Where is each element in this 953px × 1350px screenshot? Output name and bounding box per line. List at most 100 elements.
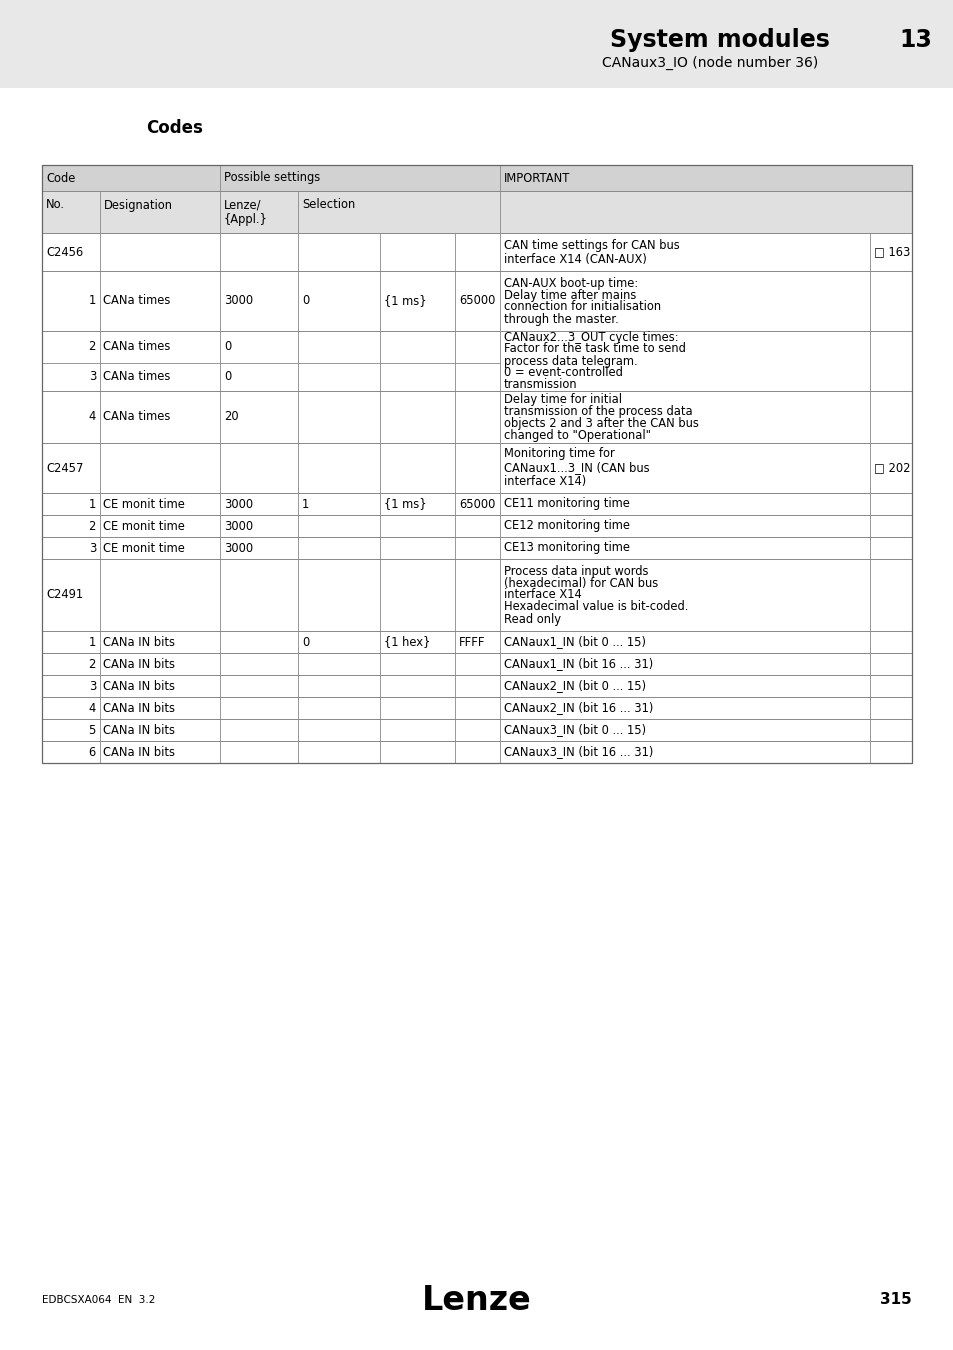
- Bar: [42, 630, 911, 653]
- Text: Code: Code: [46, 171, 75, 185]
- Text: CANa IN bits: CANa IN bits: [103, 636, 174, 648]
- Text: CE monit time: CE monit time: [103, 520, 185, 532]
- Text: CANaux1_IN (bit 0 ... 15): CANaux1_IN (bit 0 ... 15): [503, 636, 645, 648]
- Text: Hexadecimal value is bit-coded.: Hexadecimal value is bit-coded.: [503, 601, 688, 613]
- Text: CANa IN bits: CANa IN bits: [103, 657, 174, 671]
- Text: {1 ms}: {1 ms}: [384, 294, 426, 308]
- Text: process data telegram.: process data telegram.: [503, 355, 637, 367]
- Text: 5: 5: [89, 724, 96, 737]
- Text: FFFF: FFFF: [458, 636, 485, 648]
- Text: 2: 2: [89, 520, 96, 532]
- Text: 4: 4: [89, 410, 96, 424]
- Text: transmission: transmission: [503, 378, 577, 392]
- Text: transmission of the process data: transmission of the process data: [503, 405, 692, 417]
- Text: CANa times: CANa times: [103, 410, 171, 424]
- Text: 0: 0: [224, 370, 231, 383]
- Text: changed to "Operational": changed to "Operational": [503, 428, 650, 441]
- Text: CANaux2...3_OUT cycle times:: CANaux2...3_OUT cycle times:: [503, 331, 678, 343]
- Bar: [42, 165, 911, 190]
- Text: Factor for the task time to send: Factor for the task time to send: [503, 343, 685, 355]
- Bar: [42, 675, 911, 697]
- Text: CANa IN bits: CANa IN bits: [103, 702, 174, 714]
- Text: CANa times: CANa times: [103, 340, 171, 354]
- Text: Lenze/: Lenze/: [224, 198, 261, 212]
- Text: Read only: Read only: [503, 613, 560, 625]
- Text: Delay time for initial: Delay time for initial: [503, 393, 621, 405]
- Text: C2456: C2456: [46, 246, 83, 258]
- Text: 315: 315: [880, 1292, 911, 1308]
- Text: Delay time after mains: Delay time after mains: [503, 289, 636, 301]
- Text: No.: No.: [46, 198, 65, 212]
- Text: CANa times: CANa times: [103, 294, 171, 308]
- Text: 20: 20: [224, 410, 238, 424]
- Text: CANa times: CANa times: [103, 370, 171, 383]
- Text: interface X14): interface X14): [503, 475, 586, 489]
- Text: CAN-AUX boot-up time:: CAN-AUX boot-up time:: [503, 277, 638, 289]
- Bar: [0, 0, 953, 88]
- Bar: [42, 392, 911, 443]
- Text: connection for initialisation: connection for initialisation: [503, 301, 660, 313]
- Bar: [42, 443, 911, 493]
- Text: C2457: C2457: [46, 462, 83, 474]
- Bar: [42, 559, 911, 630]
- Text: CANaux3_IN (bit 0 ... 15): CANaux3_IN (bit 0 ... 15): [503, 724, 645, 737]
- Text: C2491: C2491: [46, 589, 83, 602]
- Bar: [42, 331, 911, 392]
- Text: Monitoring time for: Monitoring time for: [503, 447, 614, 460]
- Text: Process data input words: Process data input words: [503, 564, 648, 578]
- Text: 0 = event-controlled: 0 = event-controlled: [503, 366, 622, 379]
- Bar: [42, 697, 911, 720]
- Text: 3: 3: [89, 679, 96, 693]
- Text: 0: 0: [302, 636, 309, 648]
- Text: 3000: 3000: [224, 541, 253, 555]
- Bar: [42, 537, 911, 559]
- Bar: [42, 234, 911, 271]
- Text: CE11 monitoring time: CE11 monitoring time: [503, 498, 629, 510]
- Text: CANaux2_IN (bit 16 ... 31): CANaux2_IN (bit 16 ... 31): [503, 702, 653, 714]
- Text: CANa IN bits: CANa IN bits: [103, 745, 174, 759]
- Text: {1 hex}: {1 hex}: [384, 636, 430, 648]
- Text: CANa IN bits: CANa IN bits: [103, 679, 174, 693]
- Text: CANaux1_IN (bit 16 ... 31): CANaux1_IN (bit 16 ... 31): [503, 657, 653, 671]
- Text: 0: 0: [302, 294, 309, 308]
- Text: CANaux3_IN (bit 16 ... 31): CANaux3_IN (bit 16 ... 31): [503, 745, 653, 759]
- Text: □ 202: □ 202: [873, 462, 909, 474]
- Text: 1: 1: [89, 498, 96, 510]
- Text: (hexadecimal) for CAN bus: (hexadecimal) for CAN bus: [503, 576, 658, 590]
- Text: 0: 0: [224, 340, 231, 354]
- Text: 65000: 65000: [458, 498, 495, 510]
- Text: Selection: Selection: [302, 198, 355, 212]
- Text: 1: 1: [89, 636, 96, 648]
- Text: objects 2 and 3 after the CAN bus: objects 2 and 3 after the CAN bus: [503, 417, 699, 429]
- Text: {Appl.}: {Appl.}: [224, 212, 268, 225]
- Text: CANaux3_IO (node number 36): CANaux3_IO (node number 36): [601, 55, 818, 70]
- Bar: [42, 271, 911, 331]
- Text: interface X14 (CAN-AUX): interface X14 (CAN-AUX): [503, 252, 646, 266]
- Text: CE12 monitoring time: CE12 monitoring time: [503, 520, 629, 532]
- Text: 3: 3: [89, 541, 96, 555]
- Text: CANaux1...3_IN (CAN bus: CANaux1...3_IN (CAN bus: [503, 462, 649, 474]
- Text: □ 163: □ 163: [873, 246, 909, 258]
- Text: 13: 13: [899, 28, 931, 53]
- Text: 1: 1: [302, 498, 309, 510]
- Text: {1 ms}: {1 ms}: [384, 498, 426, 510]
- Text: Possible settings: Possible settings: [224, 171, 320, 185]
- Text: Lenze: Lenze: [421, 1284, 532, 1316]
- Text: 1: 1: [89, 294, 96, 308]
- Bar: [42, 741, 911, 763]
- Text: Designation: Designation: [104, 198, 172, 212]
- Text: 3: 3: [89, 370, 96, 383]
- Text: interface X14: interface X14: [503, 589, 581, 602]
- Text: 2: 2: [89, 340, 96, 354]
- Text: CANa IN bits: CANa IN bits: [103, 724, 174, 737]
- Text: System modules: System modules: [610, 28, 829, 53]
- Bar: [42, 514, 911, 537]
- Text: CE13 monitoring time: CE13 monitoring time: [503, 541, 629, 555]
- Text: IMPORTANT: IMPORTANT: [503, 171, 570, 185]
- Bar: [42, 190, 911, 234]
- Text: 65000: 65000: [458, 294, 495, 308]
- Text: 4: 4: [89, 702, 96, 714]
- Text: CAN time settings for CAN bus: CAN time settings for CAN bus: [503, 239, 679, 251]
- Text: 2: 2: [89, 657, 96, 671]
- Text: through the master.: through the master.: [503, 312, 618, 325]
